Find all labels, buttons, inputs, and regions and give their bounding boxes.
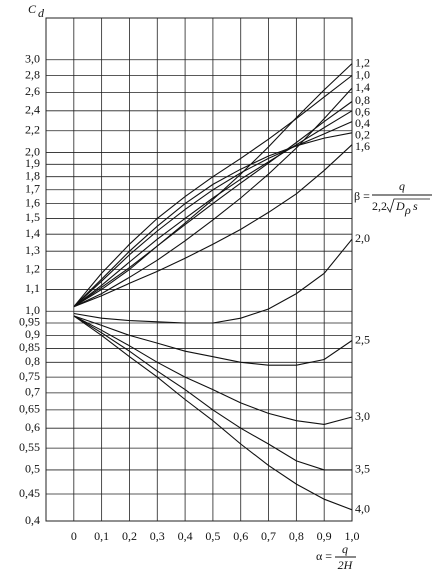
curve bbox=[73, 63, 353, 308]
y-tick-label: 0,4 bbox=[25, 513, 40, 527]
x-tick-label: 0 bbox=[71, 529, 77, 543]
series-label: 0,6 bbox=[355, 105, 370, 119]
y-tick-label: 1,7 bbox=[25, 182, 40, 196]
y-tick-label: 1,1 bbox=[25, 281, 40, 295]
y-tick-label: 2,2 bbox=[25, 122, 40, 136]
series-label: 1,6 bbox=[355, 139, 370, 153]
y-tick-label: 0,85 bbox=[19, 340, 40, 354]
y-tick-label: 0,45 bbox=[19, 486, 40, 500]
y-tick-label: 0,9 bbox=[25, 327, 40, 341]
y-axis-label: C bbox=[28, 2, 37, 16]
beta-label-factor: s bbox=[413, 199, 418, 213]
curve bbox=[73, 238, 353, 324]
x-axis-label-numerator: q bbox=[342, 542, 348, 556]
beta-label-subscript: ρ bbox=[404, 203, 411, 217]
radical bbox=[386, 198, 430, 213]
series-label: 2,0 bbox=[355, 231, 370, 245]
x-tick-label: 0,9 bbox=[317, 529, 332, 543]
x-tick-label: 1,0 bbox=[345, 529, 360, 543]
y-tick-label: 2,6 bbox=[25, 84, 40, 98]
curve bbox=[73, 315, 352, 471]
x-axis-label: α = bbox=[316, 549, 332, 563]
y-tick-label: 1,8 bbox=[25, 168, 40, 182]
y-tick-label: 1,6 bbox=[25, 195, 40, 209]
curve bbox=[73, 101, 353, 308]
y-tick-label: 0,8 bbox=[25, 354, 40, 368]
y-tick-label: 3,0 bbox=[25, 51, 40, 65]
series-label: 3,0 bbox=[355, 409, 370, 423]
x-tick-label: 0,4 bbox=[178, 529, 193, 543]
x-axis-label-denominator: 2H bbox=[338, 558, 354, 572]
y-tick-label: 1,0 bbox=[25, 303, 40, 317]
y-tick-label: 0,95 bbox=[19, 315, 40, 329]
series-label: 2,5 bbox=[355, 332, 370, 346]
y-tick-label: 0,55 bbox=[19, 440, 40, 454]
curve bbox=[73, 144, 353, 308]
beta-label-numerator: q bbox=[399, 179, 405, 193]
x-tick-label: 0,6 bbox=[233, 529, 248, 543]
series-label: 1,4 bbox=[355, 80, 370, 94]
y-tick-label: 2,4 bbox=[25, 103, 40, 117]
curve bbox=[73, 121, 353, 308]
y-tick-label: 1,3 bbox=[25, 243, 40, 257]
y-tick-label: 0,7 bbox=[25, 385, 40, 399]
y-tick-label: 0,5 bbox=[25, 462, 40, 476]
x-tick-label: 0,5 bbox=[205, 529, 220, 543]
y-tick-label: 1,2 bbox=[25, 261, 40, 275]
x-tick-label: 0,7 bbox=[261, 529, 276, 543]
y-tick-label: 0,65 bbox=[19, 402, 40, 416]
beta-label-symbol: D bbox=[395, 199, 405, 213]
curve bbox=[73, 315, 353, 366]
y-tick-label: 2,0 bbox=[25, 144, 40, 158]
curve bbox=[73, 315, 353, 511]
x-tick-label: 0,3 bbox=[150, 529, 165, 543]
x-tick-label: 0,2 bbox=[122, 529, 137, 543]
y-tick-label: 0,75 bbox=[19, 369, 40, 383]
series-label: 4,0 bbox=[355, 502, 370, 516]
curve bbox=[73, 75, 353, 308]
series-label: 0,8 bbox=[355, 93, 370, 107]
x-tick-label: 0,1 bbox=[94, 529, 109, 543]
series-label: 0,4 bbox=[355, 116, 370, 130]
series-label: 0,2 bbox=[355, 128, 370, 142]
series-label: 3,5 bbox=[355, 462, 370, 476]
x-tick-label: 0,8 bbox=[289, 529, 304, 543]
y-tick-label: 2,8 bbox=[25, 67, 40, 81]
y-axis-label-subscript: d bbox=[38, 6, 45, 20]
beta-label: β = bbox=[354, 189, 370, 203]
series-label: 1,0 bbox=[355, 67, 370, 81]
y-tick-label: 0,6 bbox=[25, 420, 40, 434]
beta-label-coefficient: 2,2 bbox=[372, 199, 387, 213]
y-tick-label: 1,4 bbox=[25, 226, 40, 240]
curve bbox=[73, 110, 353, 308]
curve bbox=[73, 87, 353, 308]
y-tick-label: 1,5 bbox=[25, 210, 40, 224]
series-label: 1,2 bbox=[355, 55, 370, 69]
curve bbox=[73, 132, 353, 308]
y-tick-label: 1,9 bbox=[25, 156, 40, 170]
curve bbox=[73, 315, 353, 425]
